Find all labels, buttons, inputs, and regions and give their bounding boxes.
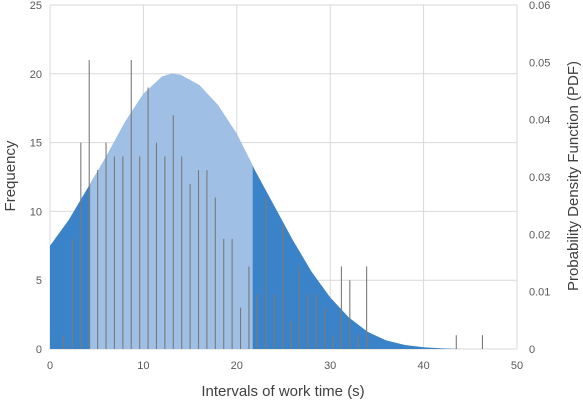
y2-axis-ticks: 0 0.01 0.02 0.03 0.04 0.05 0.06: [529, 0, 550, 356]
x-axis-title: Intervals of work time (s): [201, 383, 364, 400]
frequency-bars: [62, 60, 483, 349]
y-tick-label: 25: [30, 0, 42, 12]
y2-tick-label: 0.02: [529, 229, 550, 241]
x-tick-label: 50: [511, 360, 523, 372]
x-tick-label: 40: [417, 360, 429, 372]
y2-tick-label: 0.04: [529, 115, 550, 127]
y2-axis-title: Probability Density Function (PDF): [565, 61, 582, 291]
x-tick-label: 30: [324, 360, 336, 372]
y-tick-label: 15: [30, 138, 42, 150]
x-tick-label: 20: [231, 360, 243, 372]
y2-tick-label: 0.01: [529, 287, 550, 299]
y2-tick-label: 0: [529, 344, 535, 356]
y2-tick-label: 0.03: [529, 172, 550, 184]
pdf-area: [50, 73, 461, 350]
y2-tick-label: 0.05: [529, 57, 550, 69]
y-tick-label: 10: [30, 206, 42, 218]
y2-tick-label: 0.06: [529, 0, 550, 12]
y-tick-label: 20: [30, 69, 42, 81]
y-tick-label: 0: [36, 344, 42, 356]
y-tick-label: 5: [36, 275, 42, 287]
y-axis-ticks: 0 5 10 15 20 25: [30, 0, 42, 356]
x-tick-label: 10: [137, 360, 149, 372]
y-axis-title: Frequency: [2, 140, 19, 211]
x-axis-ticks: 0 10 20 30 40 50: [47, 360, 523, 372]
x-tick-label: 0: [47, 360, 53, 372]
